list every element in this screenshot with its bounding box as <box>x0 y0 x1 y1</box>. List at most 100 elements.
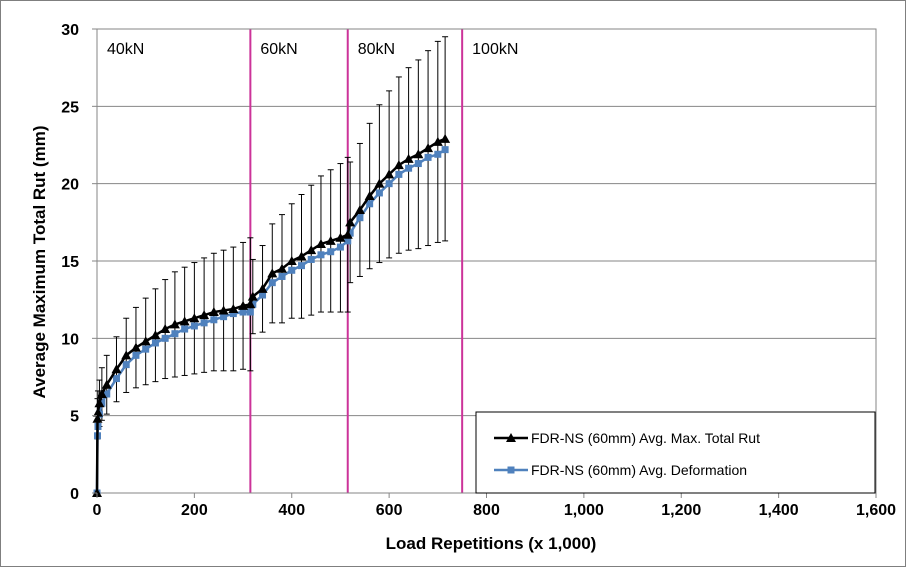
data-point <box>245 299 256 309</box>
x-tick-label: 200 <box>181 502 208 519</box>
data-point <box>395 170 403 178</box>
data-point <box>94 398 105 408</box>
legend: FDR-NS (60mm) Avg. Max. Total Rut FDR-NS … <box>475 411 876 494</box>
y-tick-label: 0 <box>70 486 79 503</box>
y-tick-label: 15 <box>61 254 79 271</box>
data-point <box>384 169 395 179</box>
data-point <box>432 136 443 146</box>
x-tick-label: 600 <box>376 502 403 519</box>
data-point <box>208 307 219 317</box>
x-tick-label: 1,600 <box>856 502 896 519</box>
data-point <box>220 313 228 321</box>
data-point <box>200 319 208 327</box>
data-point <box>92 413 103 423</box>
data-point <box>190 322 198 330</box>
data-point <box>132 351 140 359</box>
data-point <box>268 279 276 287</box>
y-tick-label: 25 <box>61 99 79 116</box>
data-point <box>111 364 122 374</box>
data-point <box>239 308 247 316</box>
x-tick-label: 1,400 <box>759 502 799 519</box>
data-point <box>259 291 267 299</box>
data-point <box>171 330 179 338</box>
x-axis-title: Load Repetitions (x 1,000) <box>386 534 597 553</box>
y-tick-label: 5 <box>70 409 79 426</box>
data-point <box>246 308 254 316</box>
data-point <box>335 232 346 242</box>
data-point <box>286 256 297 265</box>
data-point <box>160 324 171 334</box>
data-point <box>413 149 424 159</box>
x-tick-label: 400 <box>278 502 305 519</box>
x-tick-label: 1,200 <box>661 502 701 519</box>
data-point <box>325 235 336 245</box>
data-point <box>315 238 326 248</box>
series-line <box>95 137 446 494</box>
data-point <box>140 336 151 346</box>
data-point <box>121 350 132 360</box>
legend-label: FDR-NS (60mm) Avg. Max. Total Rut <box>531 430 760 446</box>
data-point <box>423 143 434 153</box>
data-point <box>424 153 432 161</box>
load-zone-label: 80kN <box>358 41 395 58</box>
y-axis-title: Average Maximum Total Rut (mm) <box>30 126 49 399</box>
data-point <box>366 200 374 208</box>
data-point <box>92 407 103 417</box>
load-zone-label: 60kN <box>260 41 297 58</box>
data-point <box>247 291 258 301</box>
load-zone-label: 100kN <box>472 41 518 58</box>
data-point <box>374 178 385 188</box>
load-zone-label: 40kN <box>107 41 144 58</box>
data-point <box>150 330 161 340</box>
data-series <box>92 133 451 497</box>
data-point <box>393 160 404 170</box>
data-point <box>375 189 383 197</box>
data-point <box>278 272 286 280</box>
data-point <box>267 268 278 278</box>
data-point <box>229 310 237 318</box>
data-point <box>130 342 141 352</box>
legend-label: FDR-NS (60mm) Avg. Deformation <box>531 462 747 478</box>
data-point <box>344 237 352 245</box>
data-point <box>317 251 325 259</box>
data-point <box>151 339 159 347</box>
data-point <box>296 251 307 261</box>
data-point <box>364 191 375 201</box>
data-point <box>181 325 189 333</box>
data-point <box>345 217 356 227</box>
data-point <box>238 300 249 310</box>
x-tick-label: 800 <box>473 502 500 519</box>
x-tick-label: 0 <box>93 502 102 519</box>
data-point <box>441 146 449 154</box>
data-point <box>277 263 288 273</box>
data-point <box>354 204 365 214</box>
data-point <box>414 160 422 168</box>
data-point <box>210 316 218 324</box>
series-line <box>95 148 446 494</box>
data-point <box>297 262 305 270</box>
data-point <box>96 389 107 399</box>
tick-labels: 0 200 400 600 800 1,000 1,200 1,400 1,600 0 5 10 15 2… <box>61 22 896 519</box>
data-point <box>288 266 296 274</box>
data-point <box>142 345 150 353</box>
data-point <box>218 305 229 315</box>
data-point <box>507 466 515 474</box>
data-point <box>179 316 190 326</box>
data-point <box>385 180 393 188</box>
data-point <box>327 248 335 256</box>
data-point <box>101 379 112 389</box>
error-bars <box>94 36 449 440</box>
data-point <box>440 133 451 143</box>
y-tick-label: 30 <box>61 22 79 39</box>
x-tick-label: 1,000 <box>564 502 604 519</box>
data-point <box>342 229 353 239</box>
data-point <box>403 153 414 163</box>
data-point <box>405 164 413 172</box>
y-tick-label: 20 <box>61 177 79 194</box>
data-point <box>506 433 516 442</box>
data-point <box>257 283 268 293</box>
data-point <box>346 229 354 237</box>
data-point <box>306 245 317 255</box>
